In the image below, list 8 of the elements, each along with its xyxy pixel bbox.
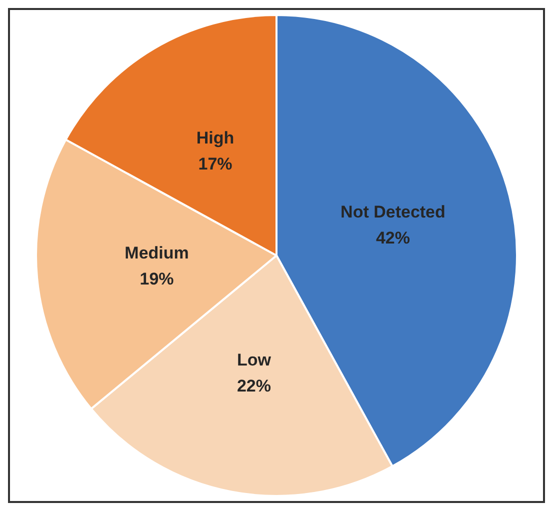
slice-label: Low bbox=[236, 350, 272, 370]
data-label: 19% bbox=[140, 270, 174, 289]
slice-label: Not Detected bbox=[340, 202, 446, 222]
slice-label: High bbox=[196, 128, 234, 148]
data-label: 42% bbox=[376, 228, 410, 248]
slice-label: Medium bbox=[124, 244, 189, 263]
data-label: 17% bbox=[198, 154, 232, 174]
data-label: 22% bbox=[236, 376, 271, 396]
